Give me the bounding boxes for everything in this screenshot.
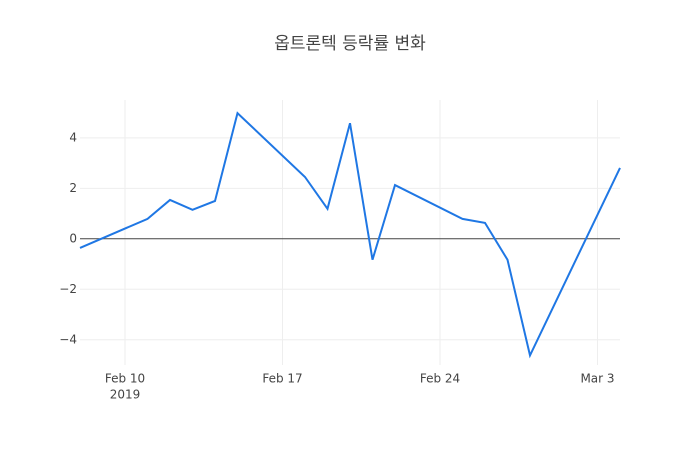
x-tick-year: 2019 <box>110 388 141 402</box>
x-tick-label: Feb 24 <box>420 372 460 386</box>
chart-title: 옵트론텍 등락률 변화 <box>274 34 426 54</box>
y-tick-label: 4 <box>69 130 77 144</box>
line <box>79 111 621 359</box>
y-tick-label: −2 <box>59 282 77 296</box>
y-tick-label: −4 <box>59 332 77 346</box>
x-tick-label: Feb 10 <box>105 372 145 386</box>
x-tick-label: Mar 3 <box>580 372 614 386</box>
x-tick-label: Feb 17 <box>262 372 302 386</box>
y-tick-label: 0 <box>69 231 77 245</box>
y-tick-label: 2 <box>69 181 77 195</box>
